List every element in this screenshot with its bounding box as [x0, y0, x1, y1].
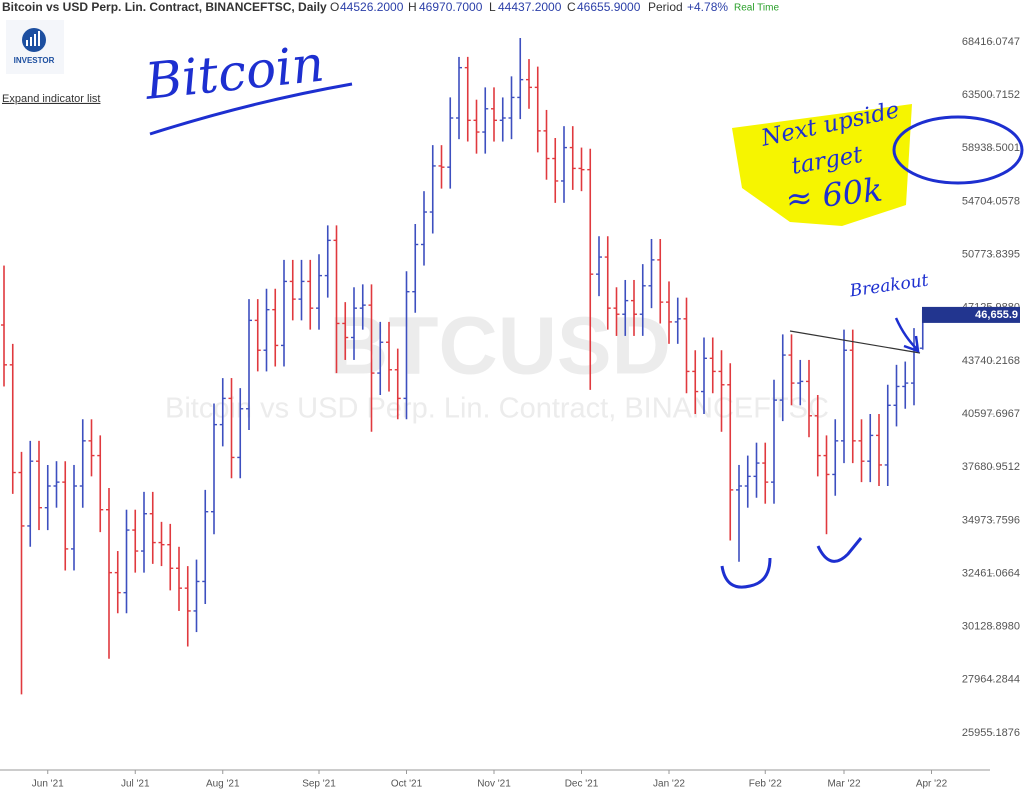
- y-tick-label: 54704.0578: [962, 195, 1020, 207]
- y-tick-label: 68416.0747: [962, 36, 1020, 48]
- readout-key: O: [330, 0, 339, 14]
- x-tick-label: Feb '22: [749, 779, 782, 790]
- x-tick-label: Nov '21: [477, 779, 511, 790]
- plot: [1, 38, 926, 695]
- circle-mark: [892, 115, 1024, 185]
- logo-text: INVESTOR: [14, 56, 55, 65]
- y-tick-label: 37680.9512: [962, 461, 1020, 473]
- underline: [149, 82, 353, 136]
- readout-value: 46655.9000: [577, 0, 641, 14]
- status: Real Time: [734, 3, 779, 14]
- x-tick-label: Jul '21: [121, 779, 150, 790]
- y-tick-label: 40597.6967: [962, 408, 1020, 420]
- y-tick-label: 34973.7596: [962, 514, 1020, 526]
- readout-key: L: [489, 0, 496, 14]
- x-tick-label: Dec '21: [565, 779, 599, 790]
- price-tag-label: 46,655.9: [975, 309, 1018, 321]
- y-tick-label: 50773.8395: [962, 249, 1020, 261]
- arrow: [894, 317, 920, 353]
- y-tick-label: 27964.2844: [962, 674, 1020, 686]
- x-tick-label: Aug '21: [206, 779, 240, 790]
- readout-value: 46970.7000: [419, 0, 483, 14]
- readout-key: H: [408, 0, 417, 14]
- x-tick-label: Jun '21: [32, 779, 64, 790]
- y-tick-label: 63500.7152: [962, 89, 1020, 101]
- readout-value: 44437.2000: [498, 0, 562, 14]
- price-tag: [922, 306, 1020, 323]
- y-tick-label: 25955.1876: [962, 727, 1020, 739]
- logo: INVESTOR: [6, 20, 64, 74]
- x-tick-label: Apr '22: [916, 779, 948, 790]
- x-tick-label: Mar '22: [827, 779, 860, 790]
- y-tick-label: 58938.5001: [962, 142, 1020, 154]
- bottom-mark: [720, 557, 772, 589]
- x-tick-label: Jan '22: [653, 779, 685, 790]
- watermark-subtitle: Bitcoin vs USD Perp. Lin. Contract, BINA…: [165, 393, 829, 425]
- readout-key: Period: [648, 0, 683, 14]
- readout-value: +4.78%: [687, 0, 728, 14]
- y-tick-label: 32461.0664: [962, 567, 1020, 579]
- y-tick-label: 30128.8980: [962, 621, 1020, 633]
- bottom-mark: [816, 537, 863, 563]
- x-tick-label: Sep '21: [302, 779, 336, 790]
- logo-bars: [26, 31, 40, 46]
- highlight: [732, 104, 912, 226]
- readout-value: 44526.2000: [340, 0, 404, 14]
- trendline: [789, 330, 921, 354]
- expand-link[interactable]: Expand indicator list: [2, 93, 100, 105]
- x-tick-label: Oct '21: [391, 779, 423, 790]
- header-title: Bitcoin vs USD Perp. Lin. Contract, BINA…: [2, 0, 327, 14]
- watermark: BTCUSD: [329, 301, 671, 392]
- readout-key: C: [567, 0, 576, 14]
- y-tick-label: 43740.2168: [962, 355, 1020, 367]
